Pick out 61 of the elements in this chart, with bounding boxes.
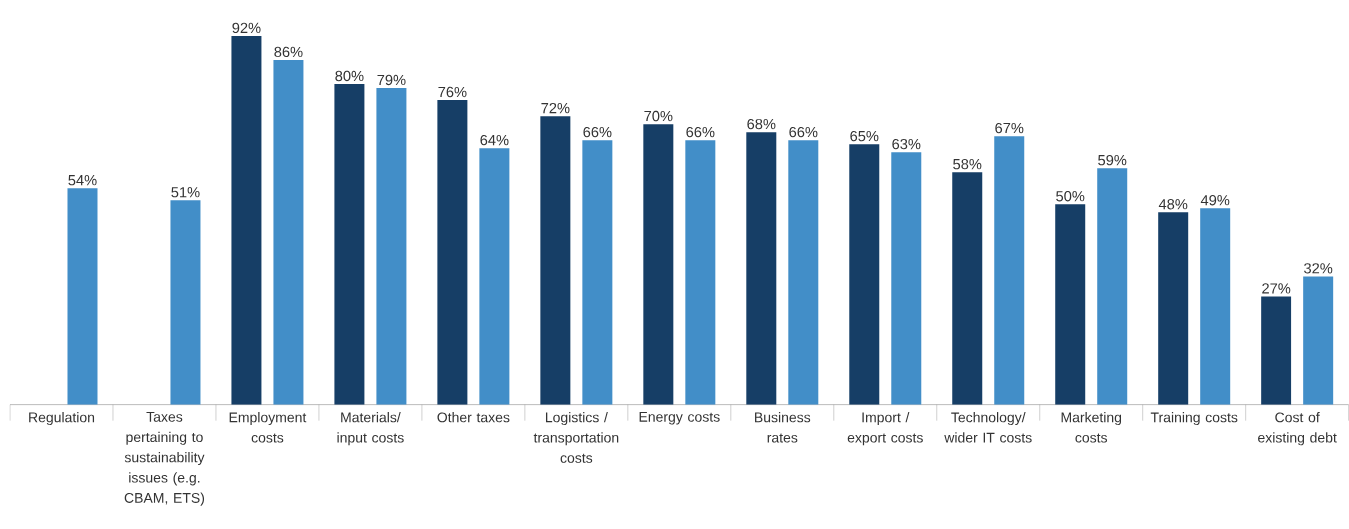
bar: [994, 136, 1025, 405]
bar: [685, 140, 716, 405]
data-label: 65%: [850, 130, 879, 142]
data-label: 59%: [1098, 154, 1127, 166]
data-label: 54%: [68, 175, 97, 186]
bar: [540, 116, 571, 405]
bar: [334, 84, 365, 405]
data-label: 92%: [232, 22, 261, 34]
bar: [1200, 208, 1231, 405]
x-tick-label: Employment costs: [229, 412, 307, 443]
x-tick-label: Taxes pertaining to sustainability issues (e.g. CBAM, ETS): [124, 412, 205, 506]
bar: [582, 140, 613, 405]
x-tick-label: Cost of existing debt: [1258, 412, 1337, 446]
bar: [376, 88, 407, 405]
bar: [849, 144, 880, 405]
data-label: 76%: [438, 86, 467, 98]
bar: [231, 36, 262, 405]
x-tick-label: Regulation: [29, 412, 95, 426]
bar: [479, 148, 510, 405]
data-label: 27%: [1262, 283, 1291, 294]
bar: [1158, 212, 1189, 405]
x-tick-label: Marketing costs: [1061, 412, 1122, 443]
bar: [437, 100, 468, 405]
data-label: 48%: [1158, 199, 1188, 210]
bar: [643, 124, 674, 405]
bar: [67, 188, 98, 405]
bar: [273, 60, 304, 405]
x-tick-label: Materials/ input costs: [337, 412, 404, 446]
data-label: 66%: [789, 126, 818, 138]
data-label: 58%: [953, 158, 982, 170]
x-tick-label: Business rates: [755, 412, 811, 443]
data-label: 72%: [541, 102, 570, 114]
x-tick-label: Technology/ wider IT costs: [944, 412, 1032, 443]
data-label: 66%: [583, 126, 612, 138]
bar: [1303, 276, 1334, 405]
bar: [746, 132, 777, 405]
x-tick-label: Training costs: [1150, 412, 1238, 426]
bar: [891, 152, 922, 405]
bar: [1261, 296, 1292, 405]
data-label: 32%: [1304, 263, 1333, 274]
bar: [1097, 168, 1128, 405]
data-label: 51%: [171, 187, 200, 198]
data-label: 66%: [686, 126, 715, 138]
bar: [1055, 204, 1086, 405]
x-tick-label: Energy costs: [639, 412, 720, 425]
data-label: 67%: [995, 122, 1024, 134]
data-label: 49%: [1200, 195, 1230, 206]
bar: [952, 172, 983, 405]
data-label: 80%: [335, 70, 364, 82]
data-label: 63%: [892, 138, 921, 150]
data-label: 50%: [1056, 191, 1085, 202]
bar: [788, 140, 819, 405]
data-label: 86%: [274, 46, 303, 58]
data-label: 64%: [480, 134, 509, 146]
data-label: 70%: [644, 110, 673, 122]
x-tick-label: Import / export costs: [847, 412, 923, 446]
x-tick-label: Other taxes: [437, 412, 510, 423]
data-label: 79%: [377, 74, 406, 86]
data-label: 68%: [747, 118, 776, 130]
bar: [170, 200, 201, 405]
x-tick-label: Logistics / transportation costs: [533, 412, 619, 463]
